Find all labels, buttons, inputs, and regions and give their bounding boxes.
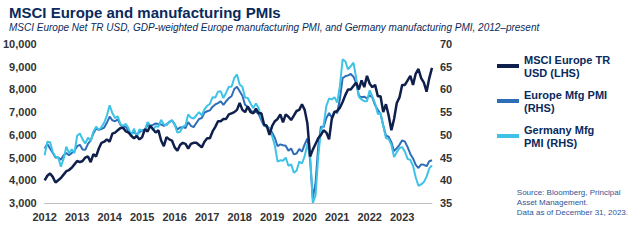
svg-text:2015: 2015: [130, 211, 154, 223]
svg-text:2022: 2022: [357, 211, 381, 223]
svg-text:2016: 2016: [162, 211, 186, 223]
svg-text:MSCI Europe TR: MSCI Europe TR: [524, 54, 610, 66]
svg-text:MSCI Europe Net TR USD, GDP-we: MSCI Europe Net TR USD, GDP-weighted Eur…: [9, 22, 540, 33]
svg-text:Asset Management.: Asset Management.: [517, 198, 588, 207]
svg-text:Data as of December 31, 2023.: Data as of December 31, 2023.: [517, 208, 628, 217]
svg-text:50: 50: [440, 129, 452, 141]
svg-text:45: 45: [440, 152, 452, 164]
svg-text:(RHS): (RHS): [524, 102, 555, 114]
svg-text:PMI (RHS): PMI (RHS): [524, 137, 578, 149]
svg-text:2023: 2023: [390, 211, 414, 223]
svg-text:Europe Mfg PMI: Europe Mfg PMI: [524, 89, 607, 101]
svg-text:60: 60: [440, 83, 452, 95]
svg-text:70: 70: [440, 38, 452, 50]
svg-text:3,000: 3,000: [9, 197, 37, 209]
svg-text:5,000: 5,000: [9, 152, 37, 164]
svg-text:6,000: 6,000: [9, 129, 37, 141]
svg-text:2020: 2020: [292, 211, 316, 223]
svg-text:2012: 2012: [32, 211, 56, 223]
svg-text:2017: 2017: [195, 211, 219, 223]
svg-text:65: 65: [440, 61, 452, 73]
svg-text:Source: Bloomberg, Principal: Source: Bloomberg, Principal: [517, 188, 621, 197]
svg-text:Germany Mfg: Germany Mfg: [524, 124, 594, 136]
svg-text:55: 55: [440, 106, 452, 118]
svg-text:USD (LHS): USD (LHS): [524, 67, 580, 79]
svg-text:2021: 2021: [325, 211, 349, 223]
svg-text:9,000: 9,000: [9, 61, 37, 73]
svg-text:7,000: 7,000: [9, 106, 37, 118]
svg-text:2014: 2014: [97, 211, 122, 223]
svg-text:MSCI Europe and manufacturing: MSCI Europe and manufacturing PMIs: [9, 4, 281, 21]
svg-text:40: 40: [440, 174, 452, 186]
svg-text:35: 35: [440, 197, 452, 209]
svg-text:2019: 2019: [260, 211, 284, 223]
svg-text:10,000: 10,000: [3, 38, 37, 50]
svg-text:2013: 2013: [65, 211, 89, 223]
svg-text:8,000: 8,000: [9, 83, 37, 95]
svg-text:4,000: 4,000: [9, 174, 37, 186]
svg-text:2018: 2018: [227, 211, 251, 223]
